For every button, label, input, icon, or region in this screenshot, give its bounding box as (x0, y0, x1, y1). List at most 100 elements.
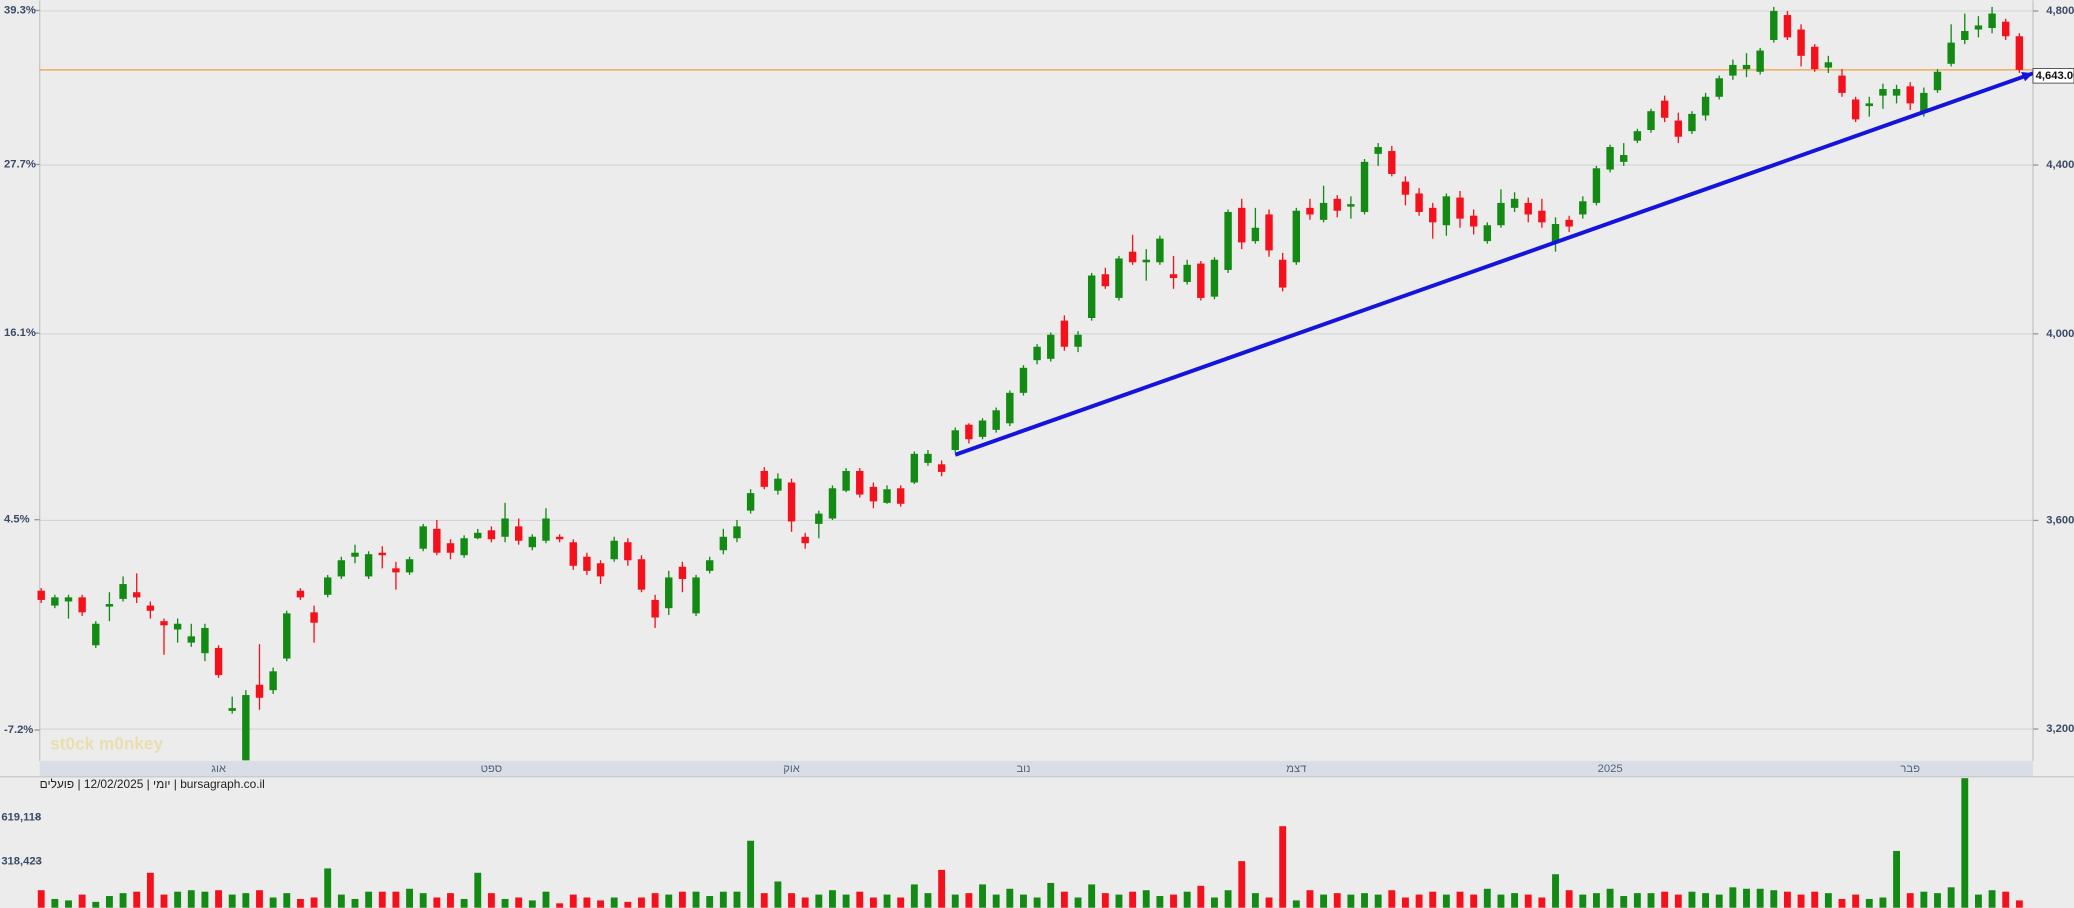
volume-bar (624, 901, 632, 908)
volume-bar (1715, 894, 1723, 908)
volume-bar (597, 900, 604, 908)
volume-bar (51, 898, 59, 908)
volume-bar (869, 897, 877, 908)
candle-body (1278, 259, 1287, 288)
volume-bar (351, 898, 359, 908)
volume-bar (1879, 897, 1887, 908)
candle-body (1920, 92, 1928, 113)
candle-body (569, 542, 577, 566)
candle-body (269, 671, 277, 691)
candle-body (433, 528, 441, 553)
candle-body (1797, 29, 1805, 56)
volume-bar (774, 881, 782, 908)
y2-tick-label: 39.3% (4, 4, 36, 16)
candle-body (1851, 99, 1860, 120)
candle-body (1115, 258, 1123, 298)
chart-header: יומי | 12/02/2025 | פועלים | bursagraph.… (40, 777, 265, 791)
volume-bar (1456, 891, 1464, 908)
volume-bar (460, 898, 468, 908)
candle-body (896, 488, 905, 504)
volume-bar (1060, 891, 1068, 908)
time-axis-strip (39, 760, 2033, 777)
candle-body (760, 470, 768, 487)
candle-body (951, 430, 959, 451)
candle-body (1579, 201, 1587, 215)
volume-bar (215, 890, 223, 908)
volume-bar (1129, 891, 1137, 908)
candle-body (1701, 96, 1710, 116)
volume-bar (1279, 826, 1287, 908)
volume-bar (1402, 897, 1409, 908)
volume-bar (1415, 894, 1423, 908)
candle-body (1606, 147, 1614, 170)
trendline (954, 71, 2034, 457)
volume-bar (829, 890, 836, 908)
candle-body (1770, 10, 1778, 40)
candle-body (1783, 15, 1792, 38)
candle-body (1429, 207, 1437, 223)
candle-body (937, 464, 946, 472)
candle-body (1729, 64, 1737, 76)
volume-bar (1374, 894, 1382, 908)
candle-body (542, 518, 550, 541)
volume-bar (501, 898, 509, 908)
trendline-arrow (2021, 71, 2033, 82)
volume-bar (678, 891, 686, 908)
candle-body (173, 623, 182, 630)
y2-tick-label: 16.1% (4, 327, 36, 339)
volume-bar (1483, 888, 1491, 908)
candle-body (105, 604, 114, 607)
candle-body (364, 554, 373, 577)
candle-body (1551, 224, 1560, 243)
volume-bar (406, 888, 413, 908)
candle-body (37, 590, 45, 600)
volume-bar (515, 897, 523, 908)
volume-bar (1238, 861, 1246, 908)
candle-body (787, 482, 796, 522)
volume-bar (447, 893, 454, 908)
candle-body (1688, 113, 1696, 132)
candle-body (146, 605, 155, 611)
volume-bar (1633, 893, 1641, 908)
volume-bar (187, 890, 195, 908)
candle-body (651, 599, 659, 618)
volume-bar (1197, 885, 1205, 908)
candle-body (528, 536, 537, 548)
candle-body (1374, 147, 1382, 154)
candle-body (1715, 78, 1723, 97)
volume-bar (1797, 894, 1805, 908)
volume-bar (1852, 894, 1860, 908)
candle-body (487, 530, 496, 540)
x-tick-label: ספט (481, 763, 502, 775)
volume-bar (1579, 894, 1587, 908)
volume-bar (528, 900, 536, 908)
y-tick-label: 4,000 (2046, 328, 2074, 340)
y2-tick-label: 27.7% (4, 158, 36, 170)
candle-body (583, 556, 591, 571)
volume-bar (1606, 888, 1614, 908)
candle-body (1047, 334, 1055, 359)
x-tick-label: פבר (1900, 763, 1920, 775)
price-label-box (2032, 68, 2074, 84)
candle-body (869, 486, 878, 502)
candle-body (1674, 120, 1682, 137)
volume-bar (1552, 874, 1559, 908)
volume-bar (283, 893, 291, 908)
candle-body (1974, 25, 1983, 30)
candle-body (255, 684, 264, 698)
volume-bar (1429, 891, 1437, 908)
candle-body (1319, 202, 1328, 220)
volume-bar (1142, 890, 1150, 908)
candle-body (64, 597, 73, 602)
volume-bar (1347, 894, 1355, 908)
volume-bar (542, 891, 550, 908)
candle-body (1006, 392, 1014, 424)
candle-body (78, 597, 86, 613)
candle-body (351, 552, 359, 557)
candle-body (883, 489, 891, 503)
candle-body (1347, 204, 1355, 207)
volume-bar (665, 894, 673, 908)
volume-bar (1620, 896, 1628, 908)
